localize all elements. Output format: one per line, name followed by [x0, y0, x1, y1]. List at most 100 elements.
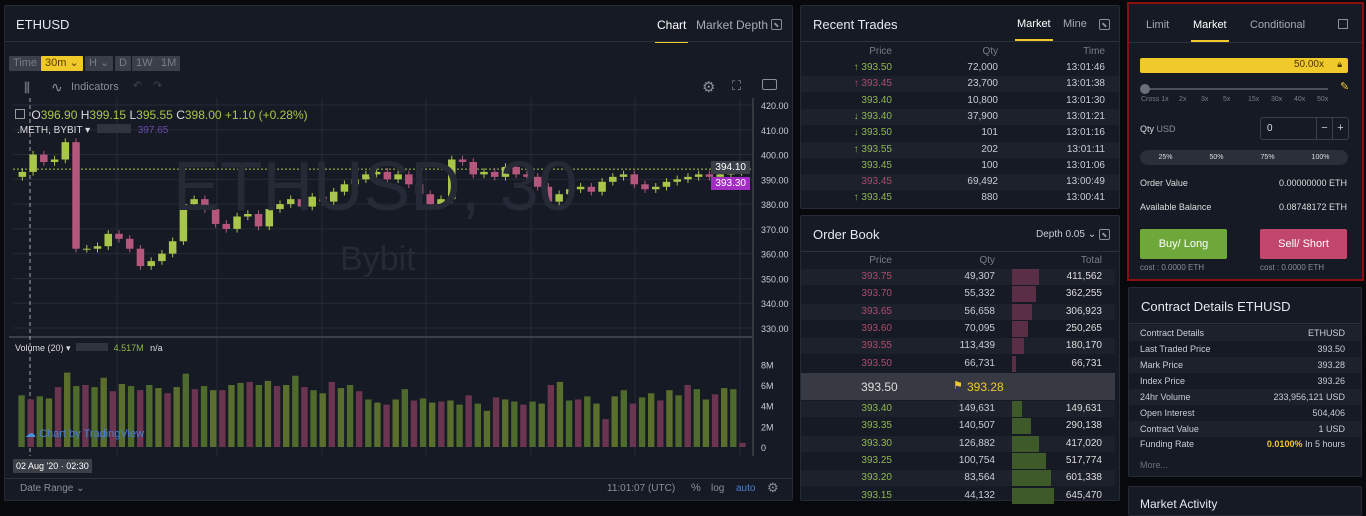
contract-key: 24hr Volume [1140, 392, 1191, 402]
calculator-icon[interactable] [1338, 19, 1348, 29]
timeframe-1m[interactable]: 1M [157, 56, 181, 71]
fullscreen-icon[interactable]: ⛶ [732, 78, 742, 93]
contract-key: Contract Details [1140, 328, 1205, 338]
volume-bar [127, 386, 135, 447]
leverage-mark[interactable]: 15x [1248, 96, 1260, 103]
volume-bar [100, 377, 107, 447]
leverage-mark[interactable]: 2x [1179, 96, 1187, 103]
edit-leverage-icon[interactable]: ✎ [1340, 81, 1350, 93]
expand-icon[interactable] [1099, 19, 1110, 30]
lock-icon[interactable]: 🔒︎ [1337, 59, 1342, 69]
price-tick: 370.00 [761, 225, 789, 235]
camera-icon[interactable] [762, 79, 777, 90]
timeframe-d[interactable]: D [115, 56, 131, 71]
leverage-mark[interactable]: 5x [1223, 96, 1231, 103]
series-controls[interactable] [96, 124, 131, 133]
trade-qty: 101 [981, 127, 998, 139]
qty-input[interactable]: 0 − + [1260, 117, 1349, 140]
chart-settings-icon[interactable]: ⚙ [767, 480, 779, 495]
redo-icon[interactable]: ↷ [153, 80, 163, 92]
tab-market[interactable]: Market [1191, 19, 1229, 42]
timeframe-30m[interactable]: 30m ⌄ [41, 56, 83, 71]
volume-bar [419, 398, 427, 447]
total: 411,562 [1066, 271, 1102, 282]
candle-type-icon[interactable]: ⫼ [24, 80, 30, 95]
buy-long-button[interactable]: Buy/ Long [1140, 229, 1227, 259]
series-label[interactable]: .METH, BYBIT ▾ [17, 125, 91, 136]
trade-time: 13:00:41 [1066, 192, 1105, 204]
candle [598, 181, 606, 192]
tab-market-trades[interactable]: Market [1015, 18, 1053, 41]
auto-toggle[interactable]: auto [736, 483, 756, 494]
candle [651, 186, 660, 190]
utc-clock[interactable]: 11:01:07 (UTC) [607, 483, 676, 494]
leverage-slider[interactable] [1144, 88, 1328, 90]
settings-icon[interactable]: ⚙ [702, 79, 716, 96]
tab-my-trades[interactable]: Mine [1063, 18, 1087, 30]
timeframe-1w[interactable]: 1W [132, 56, 157, 71]
legend-toggle-icon[interactable] [15, 109, 25, 119]
ask-row[interactable]: 393.65 56,658 306,923 [801, 303, 1115, 320]
volume-bar [620, 390, 628, 447]
ask-row[interactable]: 393.55 113,439 180,170 [801, 338, 1115, 355]
volume-bar [720, 388, 728, 447]
contract-row: Contract Value 1 USD [1129, 421, 1361, 437]
bid-row[interactable]: 393.35 140,507 290,138 [801, 418, 1115, 435]
candle [662, 181, 671, 187]
ask-row[interactable]: 393.75 49,307 411,562 [801, 269, 1115, 285]
tab-conditional[interactable]: Conditional [1250, 19, 1306, 31]
bid-row[interactable]: 393.25 100,754 517,774 [801, 452, 1115, 469]
volume-bar [109, 391, 117, 447]
candle [254, 214, 263, 227]
tab-chart[interactable]: Chart [654, 18, 689, 43]
percent-button[interactable]: 50% [1209, 154, 1224, 161]
percent-button[interactable]: 75% [1260, 154, 1275, 161]
volume-bar [219, 390, 226, 447]
volume-bar [310, 390, 317, 447]
volume-controls[interactable] [76, 343, 109, 351]
bid-row[interactable]: 393.40 149,631 149,631 [801, 401, 1115, 417]
candle [115, 233, 123, 239]
qty-decrement[interactable]: − [1316, 118, 1332, 139]
volume-bar [18, 395, 25, 447]
tab-limit[interactable]: Limit [1146, 19, 1170, 31]
date-range-button[interactable]: Date Range ⌄ [20, 483, 85, 494]
qty-increment[interactable]: + [1332, 118, 1348, 139]
timeframe-h[interactable]: H ⌄ [85, 56, 114, 71]
sell-short-button[interactable]: Sell/ Short [1260, 229, 1347, 259]
undo-icon[interactable]: ↶ [133, 80, 143, 92]
volume-label[interactable]: Volume (20) ▾ [15, 343, 71, 353]
ask-row[interactable]: 393.60 70,095 250,265 [801, 320, 1115, 337]
leverage-mark[interactable]: Cross 1x [1141, 96, 1169, 103]
tradingview-link[interactable]: ☁ Chart by TradingView [25, 428, 145, 440]
leverage-mark[interactable]: 3x [1201, 96, 1209, 103]
volume-bar [593, 403, 600, 447]
ask-row[interactable]: 393.70 55,332 362,255 [801, 286, 1115, 303]
qty: 100,754 [958, 454, 995, 466]
bid-row[interactable]: 393.20 83,564 601,338 [801, 470, 1115, 487]
trade-time: 13:01:21 [1066, 110, 1105, 122]
leverage-mark[interactable]: 40x [1294, 96, 1306, 103]
more-link[interactable]: More... [1140, 460, 1169, 470]
timeframe-time[interactable]: Time [9, 56, 42, 71]
indicators-icon[interactable]: ∿ [51, 79, 63, 95]
indicators-button[interactable]: Indicators [71, 81, 119, 93]
bid-row[interactable]: 393.15 44,132 645,470 [801, 487, 1115, 504]
expand-icon[interactable] [1099, 229, 1110, 240]
percent-button[interactable]: 25% [1158, 154, 1173, 161]
expand-icon[interactable] [771, 19, 782, 30]
trade-time: 13:01:16 [1066, 127, 1105, 139]
tab-market-depth[interactable]: Market Depth [696, 18, 769, 32]
leverage-mark[interactable]: 30x [1271, 96, 1283, 103]
price-chart[interactable]: 420.00 410.00 400.00 390.00 380.00 370.00 360.… [5, 6, 794, 456]
leverage-bar[interactable]: 50.00x 🔒︎ [1140, 58, 1348, 73]
bid-row[interactable]: 393.30 126,882 417,020 [801, 435, 1115, 452]
ask-row[interactable]: 393.50 66,731 66,731 [801, 355, 1115, 372]
slider-handle[interactable] [1140, 84, 1150, 94]
depth-select[interactable]: Depth 0.05 ⌄ [1036, 229, 1097, 240]
candle [351, 179, 359, 185]
log-toggle[interactable]: log [711, 483, 725, 494]
leverage-mark[interactable]: 50x [1317, 96, 1329, 103]
percent-button[interactable]: 100% [1311, 154, 1330, 161]
percent-toggle[interactable]: % [691, 482, 701, 494]
